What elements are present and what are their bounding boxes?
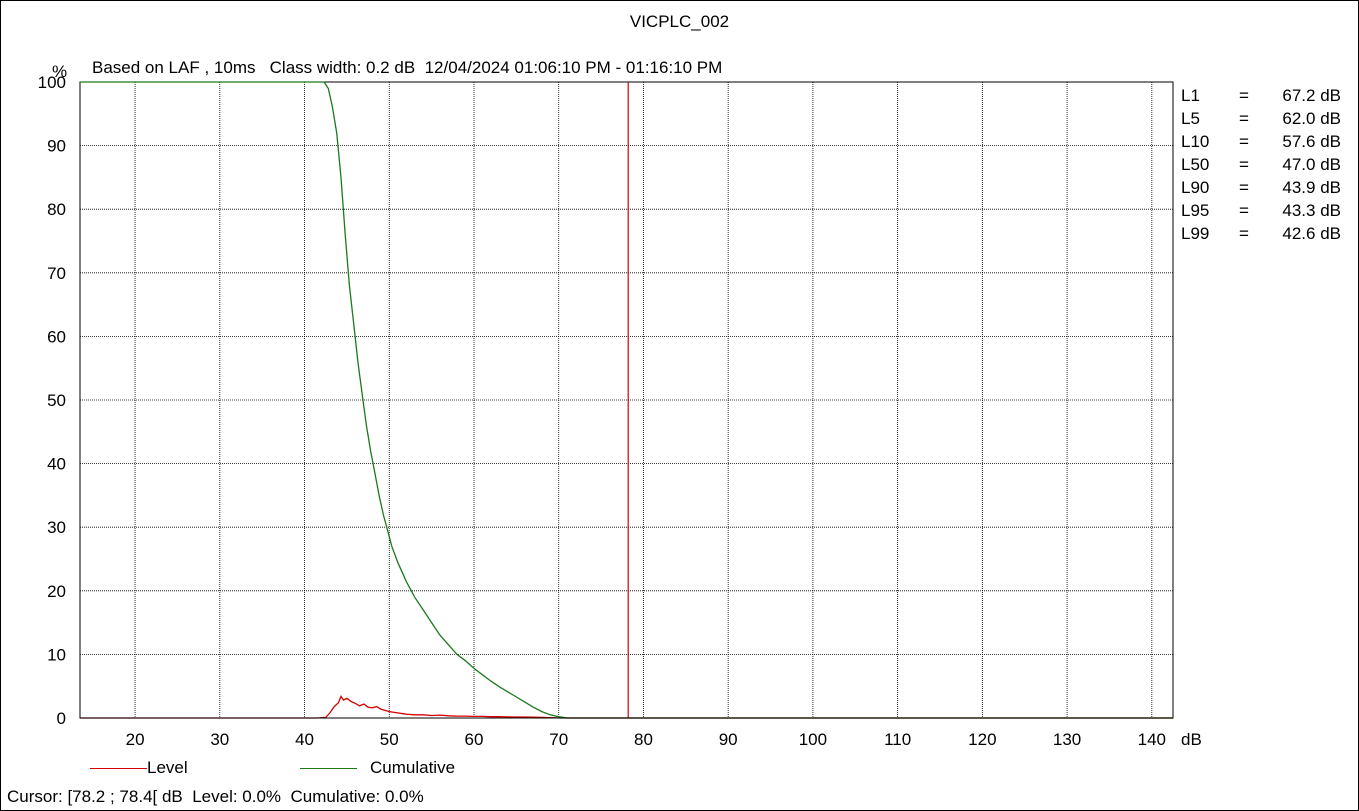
legend-swatch-cumulative [300,768,357,769]
y-tick-label: 30 [47,518,66,537]
stat-row-l99: L99 = 42.6 dB [1181,222,1351,245]
x-tick-label: 70 [549,730,568,749]
stat-equals: = [1239,109,1249,128]
stat-row-l95: L95 = 43.3 dB [1181,199,1351,222]
stat-row-l90: L90 = 43.9 dB [1181,176,1351,199]
stat-name: L90 [1181,178,1210,197]
stat-row-l5: L5 = 62.0 dB [1181,107,1351,130]
stat-name: L1 [1181,86,1200,105]
stat-row-l50: L50 = 47.0 dB [1181,153,1351,176]
stat-value: 43.3 dB [1282,201,1341,220]
y-tick-label: 80 [47,200,66,219]
stat-name: L50 [1181,155,1210,174]
x-tick-label: 90 [719,730,738,749]
y-tick-label: 50 [47,391,66,410]
stat-equals: = [1239,86,1249,105]
x-tick-label: 40 [295,730,314,749]
x-tick-label: 50 [380,730,399,749]
x-tick-label: 130 [1053,730,1081,749]
stat-value: 42.6 dB [1282,224,1341,243]
stat-value: 47.0 dB [1282,155,1341,174]
legend-swatch-level [90,768,147,769]
cursor-readout: Cursor: [78.2 ; 78.4[ dB Level: 0.0% Cum… [7,787,424,806]
stat-equals: = [1239,132,1249,151]
y-tick-label: 60 [47,327,66,346]
y-axis-label: % [52,62,68,81]
x-tick-label: 80 [634,730,653,749]
stat-name: L5 [1181,109,1200,128]
stat-value: 67.2 dB [1282,86,1341,105]
stat-equals: = [1239,155,1249,174]
x-tick-label: 30 [210,730,229,749]
y-tick-label: 0 [57,709,66,728]
series-line-level [80,695,1173,719]
stat-equals: = [1239,201,1249,220]
x-tick-label: 100 [799,730,827,749]
chart-title: VICPLC_002 [629,12,730,31]
series-line-cumulative [80,81,1173,719]
stat-value: 43.9 dB [1282,178,1341,197]
legend-label-level: Level [147,758,188,777]
legend-label-cumulative: Cumulative [370,758,456,777]
y-tick-label: 70 [47,264,66,283]
chart-subtitle: Based on LAF , 10ms Class width: 0.2 dB … [92,58,723,77]
y-tick-label: 40 [47,455,66,474]
y-tick-label: 20 [47,582,66,601]
y-tick-label: 90 [47,137,66,156]
x-axis-label: dB [1181,730,1202,749]
stat-equals: = [1239,224,1249,243]
y-tick-label: 100 [38,73,66,92]
x-tick-label: 60 [465,730,484,749]
stat-name: L10 [1181,132,1210,151]
stat-row-l10: L10 = 57.6 dB [1181,130,1351,153]
stat-value: 57.6 dB [1282,132,1341,151]
x-tick-label: 140 [1138,730,1166,749]
statistics-panel: L1 = 67.2 dB L5 = 62.0 dB L10 = 57.6 dB … [1181,84,1351,245]
stat-row-l1: L1 = 67.2 dB [1181,84,1351,107]
y-tick-label: 10 [47,645,66,664]
stat-name: L95 [1181,201,1210,220]
x-tick-label: 20 [126,730,145,749]
stat-name: L99 [1181,224,1210,243]
stat-equals: = [1239,178,1249,197]
stat-value: 62.0 dB [1282,109,1341,128]
x-tick-label: 110 [884,730,911,749]
x-tick-label: 120 [968,730,996,749]
